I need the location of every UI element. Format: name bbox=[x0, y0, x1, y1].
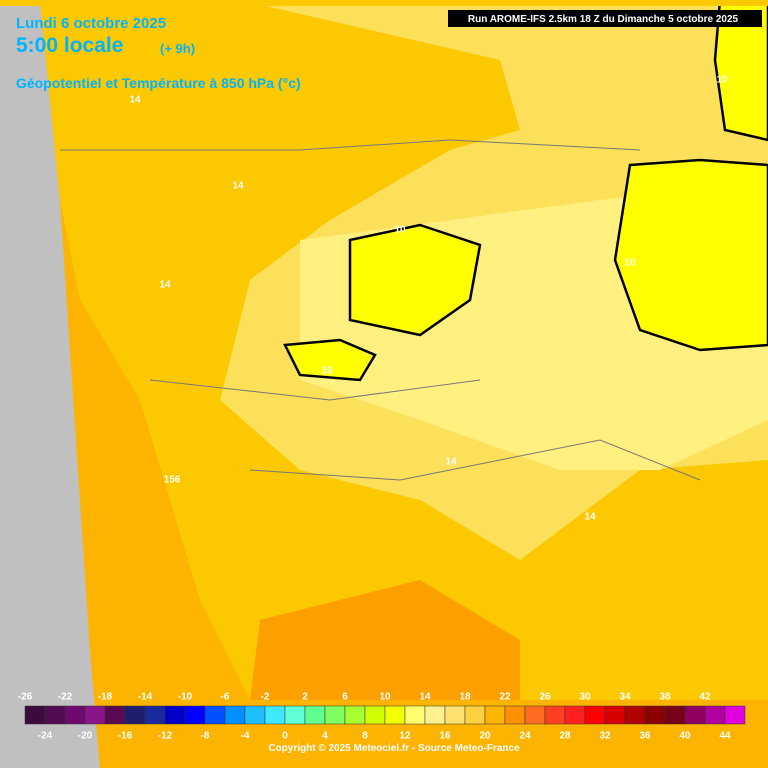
colorbar-label: 34 bbox=[619, 692, 631, 703]
top-edge bbox=[0, 0, 768, 6]
cold-region bbox=[713, 0, 768, 142]
colorbar-label: -12 bbox=[158, 731, 173, 742]
hot-region bbox=[250, 580, 520, 700]
cold-region bbox=[348, 223, 482, 337]
colorbar-label: -10 bbox=[178, 692, 193, 703]
colorbar-swatch bbox=[664, 705, 686, 725]
colorbar-swatch bbox=[584, 705, 606, 725]
contour-label: 14 bbox=[584, 512, 596, 523]
colorbar-swatch bbox=[224, 705, 246, 725]
colorbar-label: -20 bbox=[78, 731, 93, 742]
colorbar-swatch bbox=[704, 705, 726, 725]
colorbar-swatch bbox=[244, 705, 266, 725]
date: Lundi 6 octobre 2025 bbox=[16, 15, 166, 32]
colorbar-swatch bbox=[564, 705, 586, 725]
colorbar-label: 36 bbox=[639, 731, 651, 742]
colorbar-swatch bbox=[204, 705, 226, 725]
contour-label: 14 bbox=[232, 181, 244, 192]
colorbar-swatch bbox=[164, 705, 186, 725]
colorbar-label: 14 bbox=[419, 692, 431, 703]
colorbar-swatch bbox=[684, 705, 706, 725]
colorbar-swatch bbox=[144, 705, 166, 725]
colorbar-swatch bbox=[724, 705, 746, 725]
colorbar-label: -8 bbox=[201, 731, 210, 742]
contour-label: 156 bbox=[164, 475, 181, 486]
colorbar-label: 4 bbox=[322, 731, 328, 742]
colorbar-swatch bbox=[484, 705, 506, 725]
contour-label: 10 bbox=[624, 258, 636, 269]
time: 5:00 locale bbox=[16, 34, 123, 57]
offset: (+ 9h) bbox=[160, 41, 195, 56]
colorbar-label: 20 bbox=[479, 731, 491, 742]
colorbar-swatch bbox=[644, 705, 666, 725]
run-box bbox=[448, 10, 762, 27]
colorbar-swatch bbox=[404, 705, 426, 725]
colorbar-label: -14 bbox=[138, 692, 153, 703]
colorbar-label: 28 bbox=[559, 731, 571, 742]
colorbar-swatch bbox=[464, 705, 486, 725]
colorbar-swatch bbox=[24, 705, 46, 725]
colorbar-label: -24 bbox=[38, 731, 53, 742]
colorbar-label: 18 bbox=[459, 692, 471, 703]
colorbar-label: 30 bbox=[579, 692, 591, 703]
colorbar-swatch bbox=[324, 705, 346, 725]
colorbar-swatch bbox=[364, 705, 386, 725]
colorbar-label: -4 bbox=[241, 731, 250, 742]
colorbar-swatch bbox=[284, 705, 306, 725]
colorbar-swatch bbox=[44, 705, 66, 725]
colorbar-swatch bbox=[424, 705, 446, 725]
contour-label: 10 bbox=[394, 225, 406, 236]
colorbar-label: 24 bbox=[519, 731, 531, 742]
colorbar-label: 40 bbox=[679, 731, 691, 742]
contour-label: 14 bbox=[159, 280, 171, 291]
colorbar-swatch bbox=[64, 705, 86, 725]
colorbar-swatch bbox=[84, 705, 106, 725]
colorbar: -26 -22 -18 -14 -10 -6 -2 2 6 10 14 18 22 26 30 34 38 42-… bbox=[18, 692, 746, 742]
colorbar-label: 42 bbox=[699, 692, 711, 703]
colorbar-label: 26 bbox=[539, 692, 551, 703]
footer: Copyright © 2025 Meteociel.fr - Source M… bbox=[268, 743, 520, 754]
field: Géopotentiel et Température à 850 hPa (°… bbox=[16, 75, 301, 91]
colorbar-label: 22 bbox=[499, 692, 511, 703]
contour-label: 10 bbox=[716, 75, 728, 86]
colorbar-swatch bbox=[124, 705, 146, 725]
colorbar-label: 2 bbox=[302, 692, 308, 703]
colorbar-label: 6 bbox=[342, 692, 348, 703]
colorbar-swatch bbox=[104, 705, 126, 725]
colorbar-label: -16 bbox=[118, 731, 133, 742]
colorbar-label: -2 bbox=[261, 692, 270, 703]
colorbar-label: 0 bbox=[282, 731, 288, 742]
colorbar-swatch bbox=[524, 705, 546, 725]
borders bbox=[60, 139, 701, 481]
colorbar-label: 32 bbox=[599, 731, 611, 742]
contour-label: 10 bbox=[321, 366, 333, 377]
colorbar-label: 10 bbox=[379, 692, 391, 703]
colorbar-swatch bbox=[544, 705, 566, 725]
colorbar-swatch bbox=[444, 705, 466, 725]
contour-label: 14 bbox=[445, 457, 457, 468]
run: Run AROME-IFS 2.5km 18 Z du Dimanche 5 o… bbox=[468, 14, 739, 25]
colorbar-label: 16 bbox=[439, 731, 451, 742]
colorbar-label: -6 bbox=[221, 692, 230, 703]
colorbar-swatch bbox=[184, 705, 206, 725]
colorbar-label: 38 bbox=[659, 692, 671, 703]
contour-label: 14 bbox=[129, 95, 141, 106]
colorbar-swatch bbox=[384, 705, 406, 725]
colorbar-label: 44 bbox=[719, 731, 731, 742]
colorbar-label: 12 bbox=[399, 731, 411, 742]
colorbar-swatch bbox=[604, 705, 626, 725]
colorbar-swatch bbox=[344, 705, 366, 725]
colorbar-swatch bbox=[504, 705, 526, 725]
colorbar-swatch bbox=[304, 705, 326, 725]
colorbar-swatch bbox=[264, 705, 286, 725]
colorbar-label: 8 bbox=[362, 731, 368, 742]
cold-region bbox=[283, 338, 377, 382]
cold-region bbox=[613, 158, 768, 352]
colorbar-label: -26 bbox=[18, 692, 33, 703]
colorbar-swatch bbox=[624, 705, 646, 725]
sea bbox=[0, 0, 100, 768]
colorbar-label: -18 bbox=[98, 692, 113, 703]
colorbar-label: -22 bbox=[58, 692, 73, 703]
